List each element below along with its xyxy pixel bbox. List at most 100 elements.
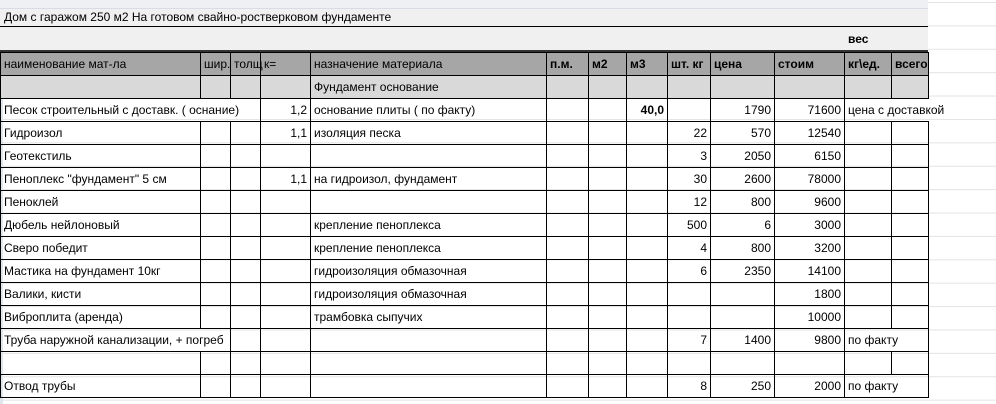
total-cell[interactable] [891,282,929,306]
m3-cell[interactable] [626,167,668,191]
total-cell[interactable] [891,305,929,329]
price-cell[interactable] [710,351,775,375]
column-header[interactable]: шир. [200,52,231,76]
note-cell[interactable] [844,236,892,260]
total-cell[interactable] [891,144,929,168]
purpose-cell[interactable]: гидроизоляция обмазочная [310,259,547,283]
column-header[interactable]: шт. кг [667,52,711,76]
price-cell[interactable] [710,305,775,329]
m2-cell[interactable] [588,167,627,191]
qty-cell[interactable] [667,98,711,122]
price-cell[interactable]: 1790 [710,98,775,122]
cell[interactable] [230,351,261,375]
qty-cell[interactable]: 8 [667,374,711,398]
pm-cell[interactable] [546,213,589,237]
cell[interactable] [230,167,261,191]
note-cell[interactable] [844,190,892,214]
qty-cell[interactable]: 7 [667,328,711,352]
cell[interactable] [200,121,231,145]
column-header[interactable]: цена [710,52,775,76]
material-name-cell[interactable]: Сверо победит [0,236,201,260]
cost-cell[interactable]: 10000 [774,305,845,329]
cell[interactable] [200,374,231,398]
k-cell[interactable] [260,351,311,375]
m2-cell[interactable] [588,144,627,168]
total-cell[interactable] [891,351,929,375]
m3-cell[interactable] [626,190,668,214]
total-cell[interactable] [891,121,929,145]
total-cell[interactable] [891,213,929,237]
cost-cell[interactable]: 12540 [774,121,845,145]
cell[interactable] [230,305,261,329]
material-name-cell[interactable]: Валики, кисти [0,282,201,306]
cell[interactable] [626,75,668,99]
purpose-cell[interactable]: крепление пеноплекса [310,213,547,237]
total-cell[interactable] [891,236,929,260]
column-header[interactable]: толщ [230,52,263,76]
pm-cell[interactable] [546,351,589,375]
price-cell[interactable]: 800 [710,236,775,260]
column-header[interactable]: наименование мат-ла [0,52,201,76]
cell[interactable] [230,75,261,99]
material-name-cell[interactable]: Виброплита (аренда) [0,305,201,329]
column-header[interactable]: м3 [626,52,668,76]
purpose-cell[interactable]: основание плиты ( по факту) [310,98,547,122]
m3-cell[interactable] [626,305,668,329]
k-cell[interactable] [260,213,311,237]
k-cell[interactable] [260,144,311,168]
total-cell[interactable] [891,190,929,214]
qty-cell[interactable]: 22 [667,121,711,145]
cell[interactable] [200,236,231,260]
purpose-cell[interactable] [310,144,547,168]
pm-cell[interactable] [546,259,589,283]
cell[interactable] [230,213,261,237]
price-cell[interactable]: 2050 [710,144,775,168]
column-header[interactable]: стоим [774,52,845,76]
cell[interactable] [260,75,311,99]
k-cell[interactable] [260,282,311,306]
cost-cell[interactable]: 3200 [774,236,845,260]
qty-cell[interactable]: 500 [667,213,711,237]
m3-cell[interactable] [626,282,668,306]
cell[interactable] [200,144,231,168]
purpose-cell[interactable] [310,351,547,375]
cell[interactable] [230,236,261,260]
purpose-cell[interactable]: изоляция песка [310,121,547,145]
cell[interactable] [200,167,231,191]
purpose-cell[interactable]: гидроизоляция обмазочная [310,282,547,306]
price-cell[interactable]: 2350 [710,259,775,283]
note-cell[interactable] [844,144,892,168]
cell[interactable] [230,121,261,145]
note-cell[interactable] [844,167,892,191]
cell[interactable] [230,374,261,398]
purpose-cell[interactable]: на гидроизол, фундамент [310,167,547,191]
qty-cell[interactable] [667,282,711,306]
cell[interactable] [200,351,231,375]
material-name-cell[interactable]: Пеноклей [0,190,201,214]
qty-cell[interactable]: 6 [667,259,711,283]
material-name-cell[interactable]: Пеноплекс "фундамент" 5 см [0,167,201,191]
pm-cell[interactable] [546,98,589,122]
pm-cell[interactable] [546,236,589,260]
cell[interactable] [588,75,627,99]
m2-cell[interactable] [588,190,627,214]
material-name-cell[interactable]: Отвод трубы [0,374,201,398]
material-name-cell[interactable]: Мастика на фундамент 10кг [0,259,201,283]
cell[interactable] [774,75,845,99]
cell[interactable] [844,75,892,99]
qty-cell[interactable]: 4 [667,236,711,260]
k-cell[interactable]: 1,2 [260,98,311,122]
k-cell[interactable] [260,190,311,214]
k-cell[interactable]: 1,1 [260,167,311,191]
cell[interactable] [230,190,261,214]
k-cell[interactable] [260,374,311,398]
cell[interactable] [230,282,261,306]
m3-cell[interactable] [626,259,668,283]
m2-cell[interactable] [588,351,627,375]
total-cell[interactable] [891,167,929,191]
purpose-cell[interactable] [310,190,547,214]
cost-cell[interactable]: 1800 [774,282,845,306]
note-cell[interactable]: по факту [844,328,929,352]
cost-cell[interactable]: 14100 [774,259,845,283]
cell[interactable] [0,75,201,99]
